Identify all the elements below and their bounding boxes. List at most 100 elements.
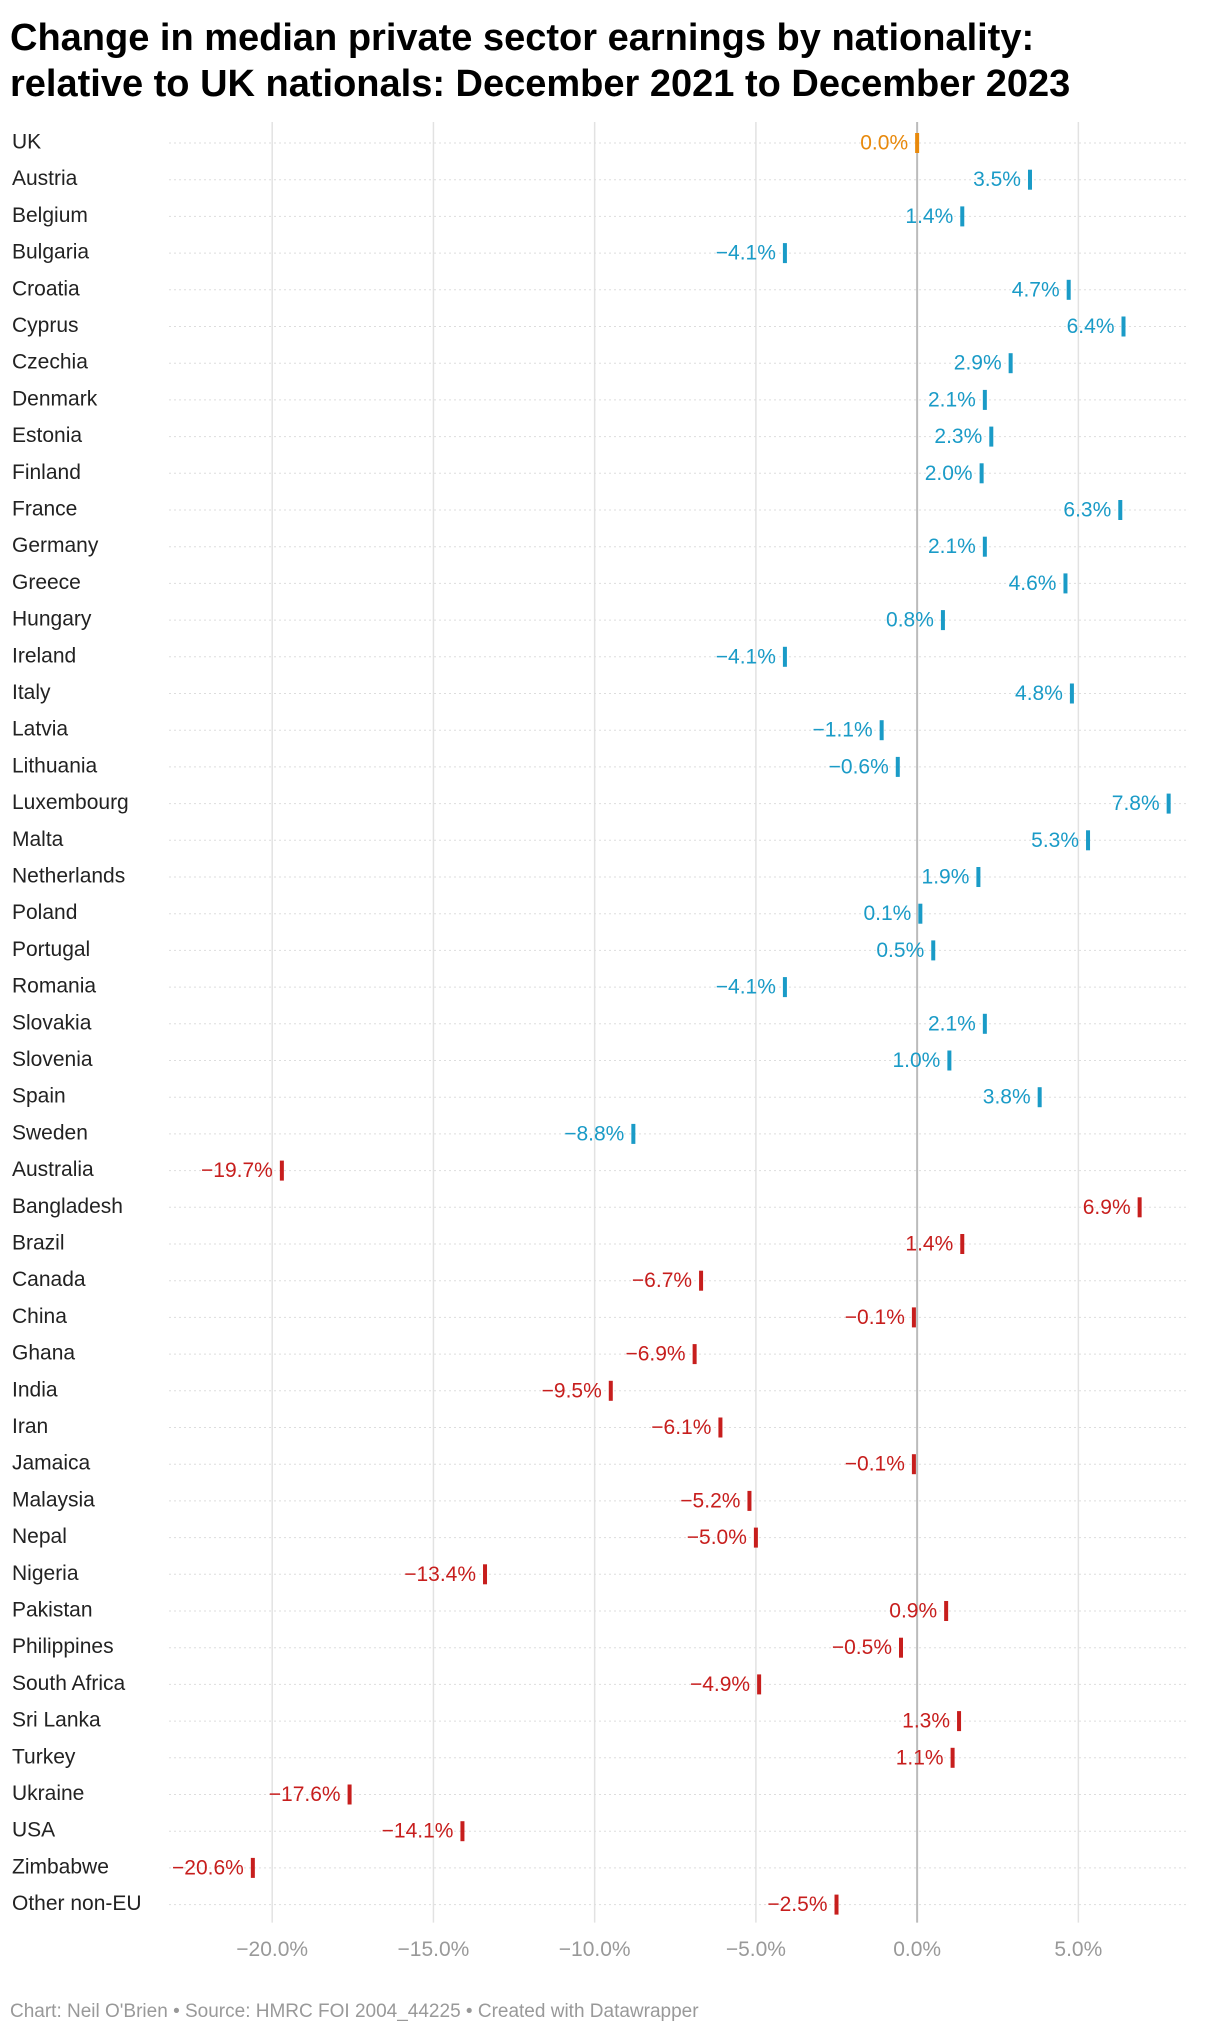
row-label: Finland	[12, 461, 81, 484]
row-label: Romania	[12, 975, 96, 998]
value-label: 4.8%	[1015, 682, 1063, 705]
value-tick	[747, 1490, 752, 1511]
value-label: −6.1%	[651, 1416, 711, 1439]
value-label: −4.1%	[716, 645, 776, 668]
value-tick	[982, 536, 987, 557]
row-label: Ukraine	[12, 1782, 84, 1805]
x-tick-label: −5.0%	[726, 1938, 786, 1961]
value-tick	[1118, 500, 1123, 520]
value-tick	[931, 940, 936, 961]
row-label: Canada	[12, 1268, 86, 1291]
value-label: 2.1%	[928, 1012, 976, 1035]
row-label: Portugal	[12, 938, 90, 961]
value-label: −1.1%	[813, 719, 873, 742]
row-label: Belgium	[12, 204, 88, 227]
row-label: Philippines	[12, 1635, 114, 1658]
value-tick	[1121, 316, 1126, 337]
value-label: 1.4%	[905, 205, 953, 228]
value-tick	[957, 1711, 962, 1732]
row-label: France	[12, 498, 77, 521]
row-label: India	[12, 1378, 58, 1401]
row-label: Ireland	[12, 644, 76, 667]
value-label: 0.1%	[863, 902, 911, 925]
row-label: Sri Lanka	[12, 1709, 101, 1732]
x-tick-label: −10.0%	[559, 1938, 631, 1961]
value-label: −0.1%	[845, 1306, 905, 1329]
value-label: 6.4%	[1067, 315, 1115, 338]
value-label: 2.3%	[934, 425, 982, 448]
row-label: Hungary	[12, 608, 92, 631]
row-label: UK	[12, 131, 41, 154]
row-label: Jamaica	[12, 1452, 91, 1475]
value-label: 0.9%	[889, 1600, 937, 1623]
value-label: −9.5%	[542, 1379, 602, 1402]
value-label: 6.9%	[1083, 1196, 1131, 1219]
row-label: Turkey	[12, 1745, 76, 1768]
value-label: −0.1%	[845, 1453, 905, 1476]
row-label: Croatia	[12, 277, 80, 300]
row-label: Pakistan	[12, 1599, 93, 1622]
value-tick	[699, 1270, 704, 1291]
value-label: −5.0%	[687, 1526, 747, 1549]
value-tick	[976, 867, 981, 887]
row-label: Nepal	[12, 1525, 67, 1548]
row-label: Denmark	[12, 387, 98, 410]
value-tick	[911, 1454, 916, 1475]
value-tick	[940, 610, 945, 631]
value-label: 4.7%	[1012, 278, 1060, 301]
value-label: 0.8%	[886, 609, 934, 632]
value-tick	[753, 1527, 758, 1548]
row-label: Sweden	[12, 1121, 88, 1144]
value-tick	[347, 1784, 352, 1805]
row-label: Nigeria	[12, 1562, 79, 1585]
value-label: −0.5%	[832, 1636, 892, 1659]
value-label: −13.4%	[404, 1563, 476, 1586]
row-label: Germany	[12, 534, 99, 557]
value-tick	[631, 1123, 636, 1144]
value-tick	[1137, 1197, 1142, 1218]
row-label: Bangladesh	[12, 1195, 123, 1218]
value-label: −6.7%	[632, 1269, 692, 1292]
value-tick	[982, 389, 987, 410]
value-tick	[834, 1894, 839, 1915]
row-label: Austria	[12, 167, 78, 190]
value-tick	[911, 1307, 916, 1328]
row-label: Other non-EU	[12, 1892, 142, 1915]
value-label: −4.1%	[716, 976, 776, 999]
row-label: Cyprus	[12, 314, 79, 337]
value-tick	[895, 756, 900, 777]
value-tick	[879, 720, 884, 741]
value-label: 3.8%	[983, 1086, 1031, 1109]
value-tick	[782, 977, 787, 998]
value-tick	[989, 426, 994, 447]
row-label: Brazil	[12, 1232, 65, 1255]
value-label: −5.2%	[680, 1489, 740, 1512]
chart-title: Change in median private sector earnings…	[10, 17, 1070, 105]
value-label: 1.9%	[922, 866, 970, 889]
value-tick	[757, 1674, 762, 1695]
value-tick	[692, 1344, 697, 1365]
row-label: Estonia	[12, 424, 82, 447]
value-label: 2.9%	[954, 352, 1002, 375]
value-tick	[944, 1601, 949, 1621]
value-tick	[1008, 353, 1013, 374]
value-tick	[982, 1013, 987, 1034]
value-tick	[1037, 1087, 1042, 1108]
row-label: Malta	[12, 828, 64, 851]
footer: Chart: Neil O'Brien • Source: HMRC FOI 2…	[10, 2001, 699, 2022]
row-label: Spain	[12, 1085, 66, 1108]
value-tick	[950, 1747, 955, 1768]
value-label: 3.5%	[973, 168, 1021, 191]
row-label: Lithuania	[12, 754, 98, 777]
row-label: Slovakia	[12, 1011, 92, 1034]
value-label: −4.9%	[690, 1673, 750, 1696]
value-tick	[250, 1857, 255, 1878]
value-tick	[960, 1234, 965, 1254]
value-label: 5.3%	[1031, 829, 1079, 852]
value-tick	[1166, 793, 1171, 814]
x-tick-label: −20.0%	[236, 1938, 308, 1961]
row-label: Ghana	[12, 1342, 75, 1365]
row-label: Bulgaria	[12, 241, 89, 264]
row-label: South Africa	[12, 1672, 126, 1695]
